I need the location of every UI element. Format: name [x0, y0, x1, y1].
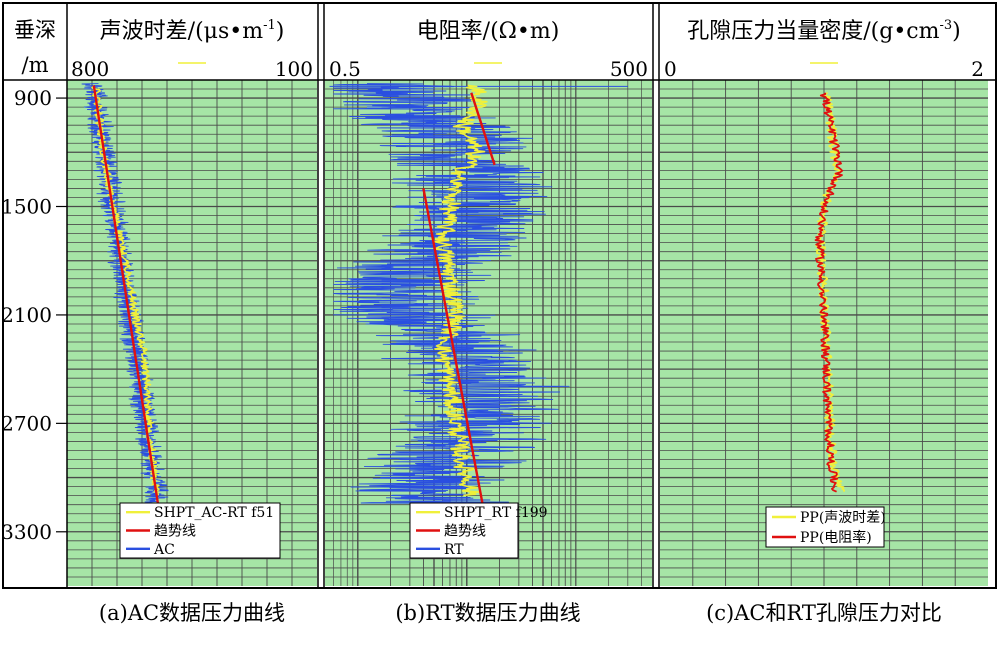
- panel-title-rt: 电阻率/(Ω•m): [417, 19, 560, 44]
- ac-raw-curve: [81, 83, 169, 506]
- panel-title-close: ): [276, 19, 285, 44]
- frames: [2, 2, 997, 589]
- depth-tick-2100: 2100: [1, 303, 52, 327]
- legend-label: RT: [444, 542, 464, 558]
- rt-pressure-curve: [433, 84, 488, 497]
- axis-left-rt: 0.5: [329, 57, 361, 81]
- caption-ac: (a)AC数据压力曲线: [99, 601, 285, 625]
- axis-right-rt: 500: [610, 57, 648, 81]
- depth-tick-900: 900: [14, 86, 52, 110]
- axis-right-ac: 100: [275, 57, 313, 81]
- rt-raw-curve: [333, 83, 570, 505]
- panel-title-ac: 声波时差/(μs•m-1): [100, 18, 285, 44]
- ac-trend-line: [92, 85, 160, 505]
- axis-left-ac: 800: [71, 57, 109, 81]
- caption-pp: (c)AC和RT孔隙压力对比: [706, 601, 942, 625]
- panel-title-close: ): [952, 19, 961, 44]
- pp-rt-curve: [814, 92, 844, 493]
- legend-label: SHPT_AC-RT f51: [154, 505, 274, 521]
- legend-box: [765, 506, 885, 548]
- panel-title-main: 电阻率/(Ω•m): [417, 19, 560, 44]
- legend-label: SHPT_RT f199: [444, 505, 548, 521]
- legend-label: 趋势线: [154, 524, 196, 540]
- legend-label: PP(电阻率): [800, 529, 872, 546]
- panel-title-main: 孔隙压力当量密度/(g•cm: [687, 19, 939, 44]
- caption-rt: (b)RT数据压力曲线: [395, 601, 580, 625]
- axis-right-pp: 2: [971, 57, 984, 81]
- panel-title-main: 声波时差/(μs•m: [100, 19, 264, 44]
- rt-trend-line-upper: [470, 92, 496, 166]
- legend-pp: PP(声波时差) PP(电阻率): [765, 506, 886, 548]
- panel-title-sup: -1: [263, 18, 276, 33]
- legend-label: AC: [153, 542, 175, 558]
- panel-title-pp: 孔隙压力当量密度/(g•cm-3): [687, 18, 961, 44]
- panel-title-sup: -3: [939, 18, 952, 33]
- legend-label: 趋势线: [444, 524, 486, 540]
- depth-tick-1500: 1500: [1, 195, 52, 219]
- legend-rt: SHPT_RT f199 趋势线 RT: [409, 502, 548, 559]
- rt-trend-line-lower: [422, 188, 484, 505]
- ac-pressure-curve: [91, 85, 160, 496]
- labels: 垂深/m 声波时差/(μs•m-1) 800 100 (a)AC数据压力曲线 电阻率/(Ω…: [1, 18, 984, 625]
- outer-frame: [2, 2, 997, 589]
- depth-axis-label-line1: 垂深: [14, 18, 56, 42]
- depth-axis-label-line2: /m: [22, 53, 49, 77]
- legend-ac: SHPT_AC-RT f51 趋势线 AC: [119, 502, 281, 559]
- log-curves: [81, 83, 846, 506]
- depth-tick-3300: 3300: [1, 520, 52, 544]
- legend-label: PP(声波时差): [800, 510, 886, 526]
- axis-left-pp: 0: [664, 57, 677, 81]
- depth-tick-2700: 2700: [1, 411, 52, 435]
